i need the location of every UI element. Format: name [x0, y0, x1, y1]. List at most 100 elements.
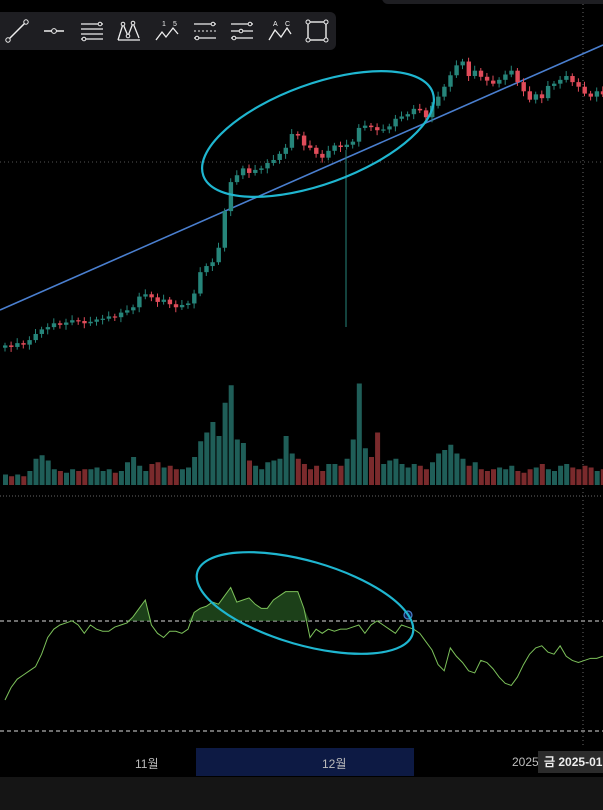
candle-body	[240, 168, 246, 176]
volume-bar	[332, 464, 338, 485]
candle-body	[399, 116, 404, 119]
volume-bar	[600, 469, 603, 485]
time-axis-label-nov: 11월	[135, 757, 159, 771]
volume-bar	[70, 469, 76, 485]
candle-body	[509, 70, 514, 75]
volume-bar	[301, 464, 307, 485]
candle-body	[179, 304, 185, 308]
candle-body	[497, 79, 502, 84]
candle-body	[338, 145, 343, 147]
candle-body	[118, 312, 124, 318]
volume-bar	[466, 465, 472, 485]
candle-body	[57, 323, 63, 325]
volume-bar	[308, 469, 313, 485]
oscillator-fill	[5, 587, 603, 621]
candle-body	[491, 80, 496, 84]
volume-bar	[106, 469, 112, 485]
volume-bar	[149, 464, 155, 485]
volume-bar	[161, 467, 167, 485]
volume-bar	[64, 472, 69, 485]
volume-bar	[509, 465, 515, 485]
time-axis[interactable]: 11월 12월 2025 금 2025-01	[0, 748, 603, 776]
candle-body	[436, 96, 441, 106]
candlestick-series	[3, 57, 603, 352]
volume-bar	[283, 436, 289, 485]
volume-bar	[558, 465, 564, 485]
tool-horizontal-ray[interactable]	[36, 12, 74, 50]
volume-bar	[472, 462, 478, 485]
candle-body	[234, 175, 240, 183]
bottom-bar	[0, 777, 603, 810]
candle-body	[350, 141, 356, 145]
horizontal-ray-icon	[44, 28, 65, 34]
annotation-ellipses[interactable]	[186, 45, 450, 674]
tool-parallel-lines[interactable]	[73, 12, 111, 50]
volume-bar	[186, 467, 191, 485]
candle-body	[411, 108, 417, 115]
volume-bar	[417, 465, 423, 485]
volume-bar	[344, 458, 350, 485]
svg-text:5: 5	[173, 21, 177, 28]
oscillator-series	[4, 586, 603, 701]
volume-bar	[387, 460, 393, 485]
volume-bar	[338, 465, 344, 485]
pitchfork-icon	[117, 20, 141, 41]
volume-bar	[295, 458, 301, 485]
volume-bar	[527, 469, 533, 485]
candle-body	[3, 345, 8, 348]
candle-body	[576, 82, 581, 87]
volume-bar	[582, 465, 588, 485]
candle-body	[393, 118, 398, 127]
candle-body	[564, 76, 569, 80]
volume-bar	[216, 436, 222, 485]
volume-bar	[82, 469, 88, 485]
svg-text:A: A	[273, 21, 278, 28]
tool-regression-channel[interactable]	[186, 12, 224, 50]
candle-body	[167, 299, 173, 305]
tool-trendline[interactable]	[0, 12, 36, 50]
trendline[interactable]	[0, 44, 603, 311]
volume-bar	[497, 467, 503, 485]
volume-bar	[430, 462, 435, 485]
candle-body	[448, 75, 453, 87]
tool-fib-lines[interactable]	[223, 12, 261, 50]
candle-body	[161, 299, 166, 302]
candle-body	[88, 321, 93, 324]
volume-bar	[484, 471, 490, 485]
volume-bar	[76, 471, 82, 485]
candle-body	[186, 303, 191, 305]
candle-body	[198, 272, 203, 294]
candle-body	[527, 91, 532, 100]
volume-bar	[350, 439, 356, 485]
candle-body	[155, 297, 160, 302]
volume-bar	[27, 471, 33, 485]
parallel-lines-icon	[80, 21, 103, 42]
volume-bar	[356, 383, 362, 485]
volume-bar	[198, 441, 204, 485]
candle-body	[484, 76, 490, 81]
candle-body	[466, 61, 471, 77]
volume-bar	[588, 467, 594, 485]
volume-bar	[45, 460, 51, 485]
volume-bar	[39, 455, 45, 485]
volume-bar	[234, 439, 240, 485]
tool-pitchfork[interactable]	[111, 12, 149, 50]
volume-bar	[21, 476, 27, 485]
volume-bar	[173, 469, 179, 485]
candle-body	[478, 70, 484, 77]
candle-body	[271, 159, 276, 164]
volume-bar	[454, 453, 460, 485]
volume-bar	[448, 444, 454, 485]
candle-body	[45, 327, 51, 330]
candle-body	[533, 94, 539, 100]
tool-rectangle[interactable]	[299, 12, 337, 50]
volume-bar	[277, 458, 283, 485]
candle-body	[106, 316, 112, 319]
volume-bar	[210, 422, 216, 485]
candle-body	[173, 304, 179, 308]
candle-body	[594, 91, 600, 97]
